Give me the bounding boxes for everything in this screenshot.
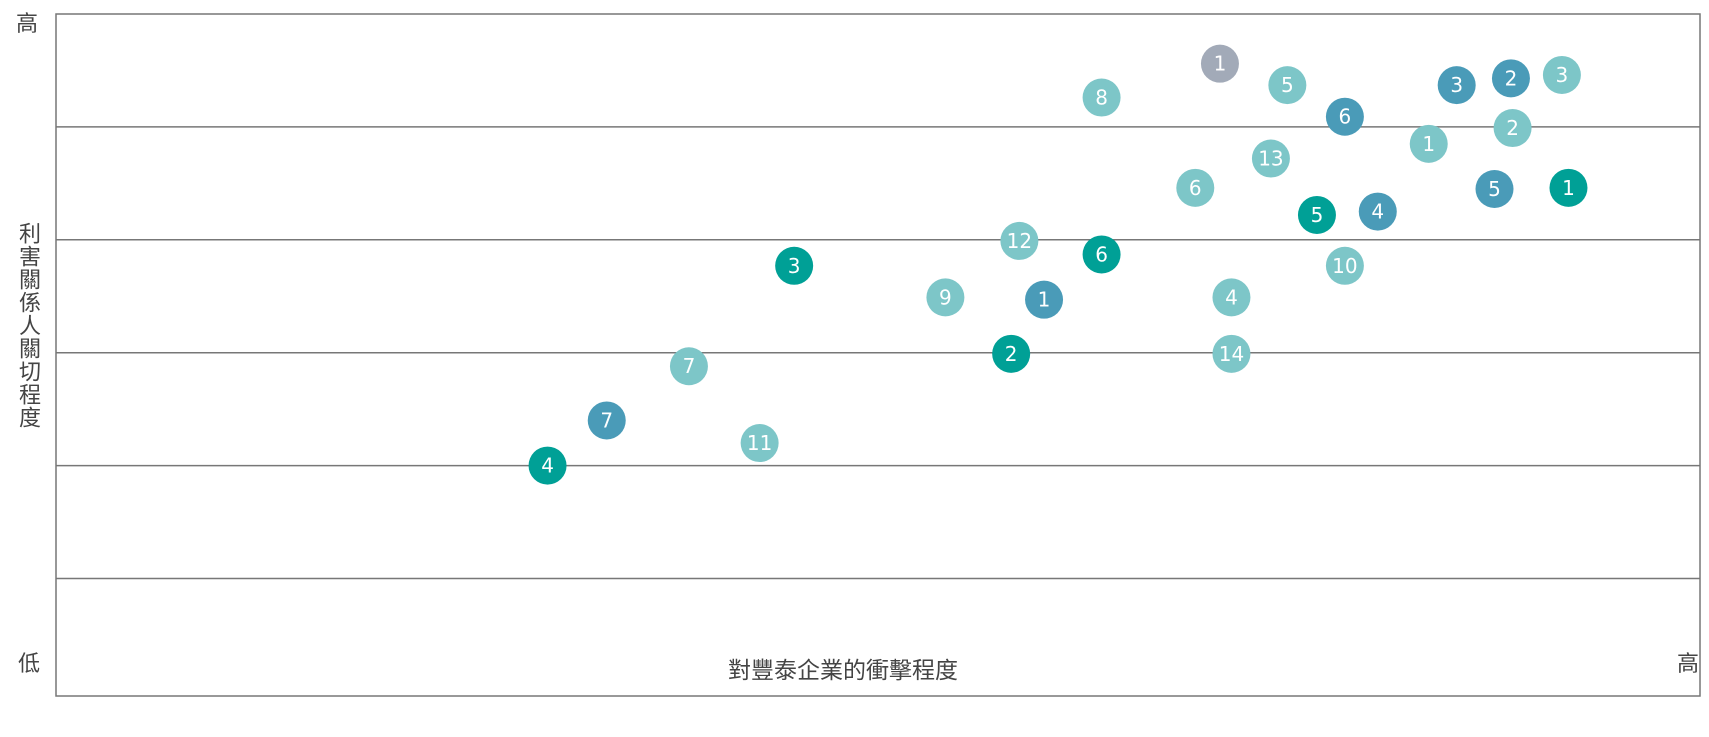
point-marker [775, 246, 814, 285]
x-axis-high-label: 高 [1677, 652, 1700, 677]
data-point: 9 [926, 278, 965, 317]
point-marker [1549, 168, 1588, 207]
point-marker [1358, 192, 1397, 231]
point-label: 11 [747, 431, 772, 455]
point-label: 4 [541, 454, 554, 478]
data-point: 4 [1358, 192, 1397, 231]
point-marker [1212, 334, 1251, 373]
point-marker [1409, 124, 1448, 163]
data-point: 13 [1251, 139, 1290, 178]
point-marker [1437, 66, 1476, 105]
data-point: 4 [528, 446, 567, 485]
point-label: 2 [1506, 116, 1519, 140]
point-marker [926, 278, 965, 317]
data-point: 1 [1025, 280, 1064, 319]
point-marker [1251, 139, 1290, 178]
data-point: 6 [1082, 235, 1121, 274]
x-axis-title: 對豐泰企業的衝擊程度 [728, 658, 958, 684]
point-label: 13 [1258, 147, 1283, 171]
point-label: 7 [683, 354, 696, 378]
point-label: 1 [1038, 288, 1051, 312]
y-axis-title: 利害關係人關切程度 [15, 222, 40, 429]
point-marker [1297, 195, 1336, 234]
point-marker [1325, 97, 1364, 136]
point-marker [1200, 44, 1239, 83]
point-marker [1542, 55, 1581, 94]
point-label: 8 [1095, 86, 1108, 110]
point-label: 3 [1450, 73, 1463, 97]
data-point: 1 [1549, 168, 1588, 207]
point-label: 5 [1311, 203, 1324, 227]
data-point: 3 [775, 246, 814, 285]
point-label: 4 [1225, 285, 1238, 309]
point-marker [669, 347, 708, 386]
point-marker [528, 446, 567, 485]
point-label: 5 [1488, 177, 1501, 201]
point-marker [1491, 59, 1530, 98]
data-point: 7 [669, 347, 708, 386]
data-point: 6 [1176, 168, 1215, 207]
data-point: 14 [1212, 334, 1251, 373]
data-point: 3 [1542, 55, 1581, 94]
point-label: 3 [1556, 63, 1569, 87]
data-point: 2 [1493, 109, 1532, 148]
point-marker [1082, 235, 1121, 274]
gridlines [56, 126, 1700, 580]
point-label: 2 [1505, 66, 1518, 90]
data-point: 1 [1409, 124, 1448, 163]
point-label: 12 [1007, 229, 1032, 253]
data-point: 4 [1212, 278, 1251, 317]
point-marker [1475, 169, 1514, 208]
data-point: 2 [1491, 59, 1530, 98]
data-point: 5 [1268, 66, 1307, 105]
data-point: 10 [1325, 246, 1364, 285]
point-label: 6 [1189, 176, 1202, 200]
point-marker [992, 334, 1031, 373]
point-label: 6 [1339, 105, 1352, 129]
point-marker [587, 401, 626, 440]
data-point: 11 [740, 424, 779, 463]
y-axis-high-label: 高 [16, 12, 39, 37]
point-label: 7 [600, 408, 613, 432]
point-marker [1212, 278, 1251, 317]
point-marker [1325, 246, 1364, 285]
point-marker [1025, 280, 1064, 319]
point-label: 9 [939, 285, 952, 309]
point-label: 6 [1095, 242, 1108, 266]
data-point: 6 [1325, 97, 1364, 136]
axis-low-label: 低 [18, 652, 41, 677]
data-point: 7 [587, 401, 626, 440]
point-label: 5 [1281, 73, 1294, 97]
plot-frame [55, 13, 1701, 697]
point-marker [1000, 221, 1039, 260]
data-point: 5 [1475, 169, 1514, 208]
point-label: 3 [788, 254, 801, 278]
point-label: 1 [1562, 176, 1575, 200]
point-label: 4 [1371, 200, 1384, 224]
point-marker [1493, 109, 1532, 148]
data-point: 2 [992, 334, 1031, 373]
point-label: 1 [1422, 132, 1435, 156]
point-marker [1176, 168, 1215, 207]
point-marker [740, 424, 779, 463]
point-label: 1 [1214, 52, 1227, 76]
data-point: 1 [1200, 44, 1239, 83]
data-point: 5 [1297, 195, 1336, 234]
data-point: 3 [1437, 66, 1476, 105]
point-label: 10 [1332, 254, 1357, 278]
data-point: 8 [1082, 78, 1121, 117]
point-marker [1082, 78, 1121, 117]
point-label: 14 [1219, 342, 1244, 366]
point-label: 2 [1005, 342, 1018, 366]
point-marker [1268, 66, 1307, 105]
data-point: 12 [1000, 221, 1039, 260]
